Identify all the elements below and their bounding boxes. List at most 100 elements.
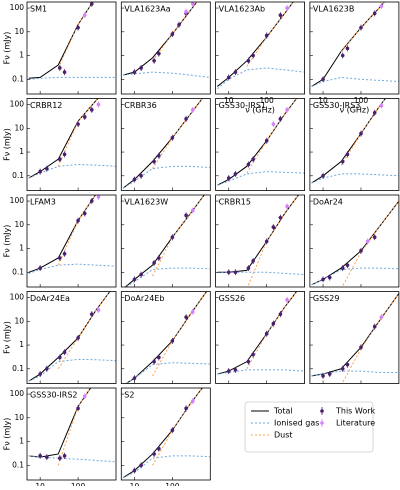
data-point xyxy=(139,66,143,70)
data-point xyxy=(96,308,101,312)
data-point xyxy=(345,46,350,51)
x-tick-label: 10 xyxy=(35,482,45,486)
data-point xyxy=(184,406,188,411)
data-point xyxy=(157,355,161,360)
data-point xyxy=(359,25,363,30)
data-point xyxy=(233,172,238,176)
data-point xyxy=(327,372,332,376)
model-line xyxy=(122,388,203,479)
data-point xyxy=(62,152,67,157)
data-point xyxy=(379,315,384,319)
data-point xyxy=(226,270,231,275)
panel xyxy=(311,293,399,384)
model-line xyxy=(152,195,205,277)
data-point xyxy=(359,131,363,136)
data-point xyxy=(152,159,156,164)
data-point xyxy=(132,70,137,74)
panel-frame xyxy=(309,98,400,191)
y-tick-label: 0.1 xyxy=(12,460,24,469)
data-point xyxy=(372,11,377,16)
panel-title: VLA1623B xyxy=(313,5,354,14)
panel-title: GSS30-IRS1 xyxy=(219,101,267,110)
panel-frame xyxy=(26,98,117,191)
data-point xyxy=(278,13,283,18)
model-line xyxy=(340,2,386,53)
data-point xyxy=(372,235,377,240)
panel-title: CRBR12 xyxy=(30,101,62,110)
data-point xyxy=(190,2,195,6)
panel-frame xyxy=(309,194,400,288)
data-point xyxy=(321,277,325,282)
data-point xyxy=(139,463,143,468)
y-tick-label: 100 xyxy=(10,293,25,302)
y-tick-label: 1 xyxy=(19,437,24,446)
legend-label: Dust xyxy=(274,431,293,440)
data-point xyxy=(76,406,80,411)
data-point xyxy=(321,173,325,178)
model-line xyxy=(247,195,300,287)
model-line xyxy=(340,98,387,166)
data-point xyxy=(62,454,67,458)
model-line xyxy=(217,67,305,90)
model-line xyxy=(28,76,116,80)
data-point xyxy=(132,468,137,473)
data-point xyxy=(233,368,238,372)
panel xyxy=(311,98,399,184)
model-line xyxy=(125,267,211,287)
data-point xyxy=(45,166,49,171)
model-line xyxy=(28,263,116,274)
y-axis-label: Fν (mJy) xyxy=(3,225,12,258)
y-tick-label: 100 xyxy=(10,196,25,205)
model-line xyxy=(311,173,399,184)
panel-title: SM1 xyxy=(30,5,47,14)
data-point xyxy=(58,456,62,460)
model-line xyxy=(57,2,94,69)
data-point xyxy=(82,13,87,18)
model-line xyxy=(28,358,116,382)
panel-frame xyxy=(120,291,211,384)
panel-frame xyxy=(215,98,306,191)
data-point xyxy=(278,117,283,121)
data-point xyxy=(58,256,62,260)
data-point xyxy=(170,339,175,343)
data-point xyxy=(89,108,94,112)
data-point xyxy=(365,239,370,244)
data-point xyxy=(38,454,42,458)
data-point xyxy=(76,122,80,126)
model-line xyxy=(57,291,111,370)
data-point xyxy=(76,336,80,340)
panel-frame xyxy=(120,387,211,481)
model-line xyxy=(217,369,305,375)
panel-frame xyxy=(215,1,306,95)
data-point xyxy=(321,77,325,82)
data-point xyxy=(340,366,345,371)
data-point xyxy=(58,66,62,70)
model-line xyxy=(311,293,399,377)
model-line xyxy=(217,291,298,375)
model-line xyxy=(122,165,211,189)
x-tick-label: 100 xyxy=(354,96,369,105)
y-tick-label: 0.1 xyxy=(12,74,24,83)
data-point xyxy=(285,108,289,112)
model-line xyxy=(341,200,399,287)
panel xyxy=(124,195,211,287)
panel-title: S2 xyxy=(124,391,134,400)
y-tick-label: 1 xyxy=(19,244,24,253)
data-point xyxy=(345,362,350,367)
panel xyxy=(217,195,305,287)
y-axis-label: Fν (mJy) xyxy=(3,128,12,161)
panel-frame xyxy=(26,1,117,95)
x-tick-label: 100 xyxy=(260,96,275,105)
data-point xyxy=(152,59,156,63)
panel-title: CRBR15 xyxy=(219,198,251,207)
data-point xyxy=(345,152,350,157)
model-line xyxy=(28,195,97,273)
data-point xyxy=(233,270,238,275)
panel-title: LFAM3 xyxy=(30,198,56,207)
data-point xyxy=(264,239,269,244)
model-line xyxy=(246,291,298,370)
legend-swatch xyxy=(320,409,324,413)
model-line xyxy=(122,455,211,479)
data-point xyxy=(184,117,188,121)
data-point xyxy=(76,218,80,223)
